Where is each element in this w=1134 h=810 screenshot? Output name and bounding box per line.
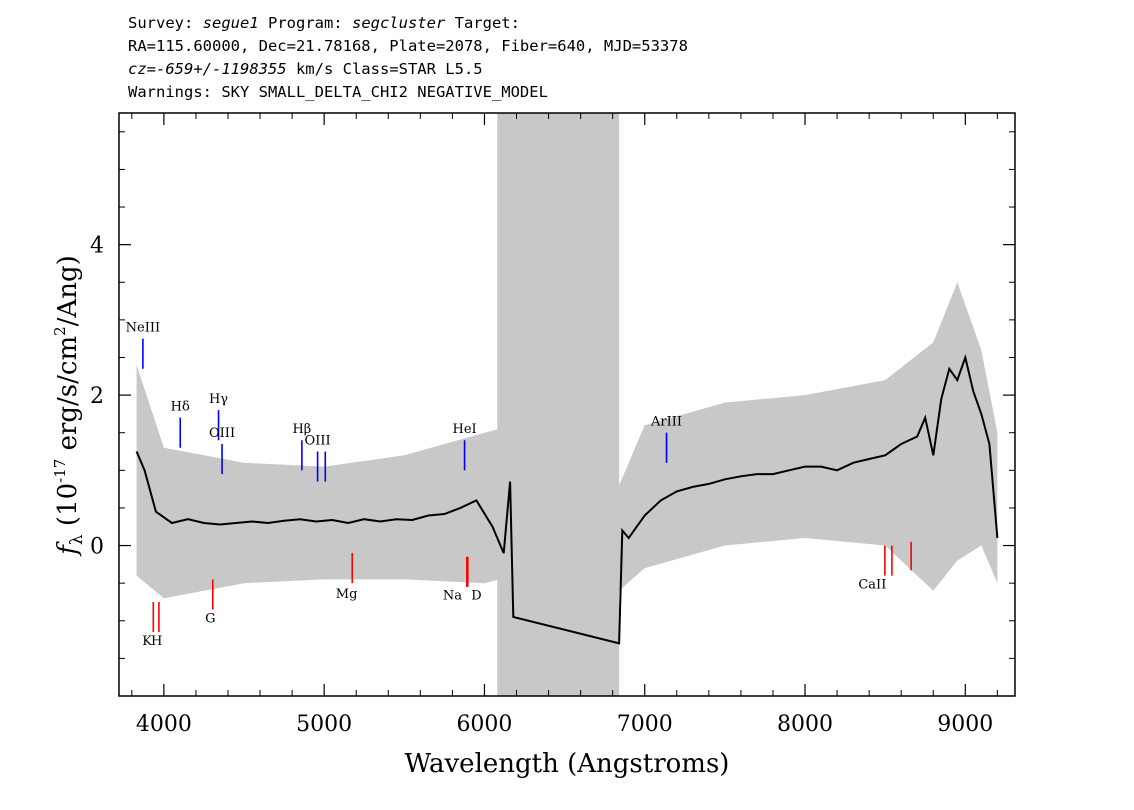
emission-line-label: Hδ: [171, 400, 190, 415]
absorption-line-label: K: [142, 634, 152, 649]
x-tick-label: 9000: [937, 712, 993, 737]
emission-line-label: OIII: [305, 434, 331, 449]
x-tick-label: 8000: [777, 712, 833, 737]
masked-region: [497, 113, 620, 696]
y-label-exponent-2: 2: [51, 326, 69, 336]
header-line-survey: Survey: segue1 Program: segcluster Targe…: [128, 12, 688, 35]
header-line-redshift: cz=-659+/-1198355 km/s Class=STAR L5.5: [128, 58, 688, 81]
program-prefix: Program:: [258, 14, 352, 32]
error-band: [136, 282, 998, 599]
absorption-line-label: CaII: [858, 577, 886, 592]
masked-region-layer: [497, 113, 620, 696]
emission-line-label: ArIII: [650, 415, 682, 430]
y-tick-label: 4: [90, 234, 104, 259]
emission-line-label: Hβ: [292, 422, 311, 437]
absorption-line-label: Mg: [336, 587, 358, 602]
axis-ticks-layer: 4000 5000 6000 7000 8000 9000 0 2 4: [90, 113, 1015, 737]
y-label-units-2: erg/s/cm: [53, 336, 83, 459]
error-band-layer: [136, 282, 998, 599]
flux-layer: [135, 353, 999, 645]
plot-frame: [118, 112, 1016, 697]
survey-name: segue1: [202, 14, 259, 32]
target-label: Target:: [445, 14, 520, 32]
spectrum-header: Survey: segue1 Program: segcluster Targe…: [128, 12, 688, 104]
x-tick-label: 4000: [136, 712, 192, 737]
flux-line: [135, 353, 999, 645]
absorption-line-label: G: [205, 611, 215, 626]
redshift-value: cz=-659+/-1198355: [128, 60, 287, 78]
x-tick-label: 7000: [617, 712, 673, 737]
absorption-line-label: Na: [443, 589, 462, 604]
y-axis-label: fλ (10-17 erg/s/cm2/Ang): [51, 255, 87, 557]
survey-prefix: Survey:: [128, 14, 203, 32]
emission-line-label: Hγ: [209, 392, 228, 407]
y-label-lambda: λ: [67, 534, 87, 545]
absorption-line-label: D: [471, 589, 481, 604]
program-name: segcluster: [351, 14, 446, 32]
y-label-units: (10: [53, 483, 83, 535]
class-text: km/s Class=STAR L5.5: [286, 60, 483, 78]
y-label-exponent: -17: [51, 459, 69, 483]
y-label-units-3: /Ang): [53, 255, 83, 326]
absorption-line-label: H: [151, 634, 162, 649]
x-tick-label: 6000: [456, 712, 512, 737]
header-line-warnings: Warnings: SKY SMALL_DELTA_CHI2 NEGATIVE_…: [128, 83, 548, 101]
emission-line-label: OIII: [209, 426, 235, 441]
y-tick-label: 2: [90, 384, 104, 409]
y-tick-label: 0: [90, 535, 104, 560]
svg-text:fλ (10-17 erg/s/cm2/Ang): fλ (10-17 erg/s/cm2/Ang): [51, 255, 87, 557]
x-axis-label: Wavelength (Angstroms): [405, 749, 730, 779]
emission-line-label: NeIII: [126, 321, 160, 336]
x-tick-label: 5000: [296, 712, 352, 737]
header-line-coordinates: RA=115.60000, Dec=21.78168, Plate=2078, …: [128, 37, 688, 55]
emission-line-label: HeI: [452, 422, 476, 437]
